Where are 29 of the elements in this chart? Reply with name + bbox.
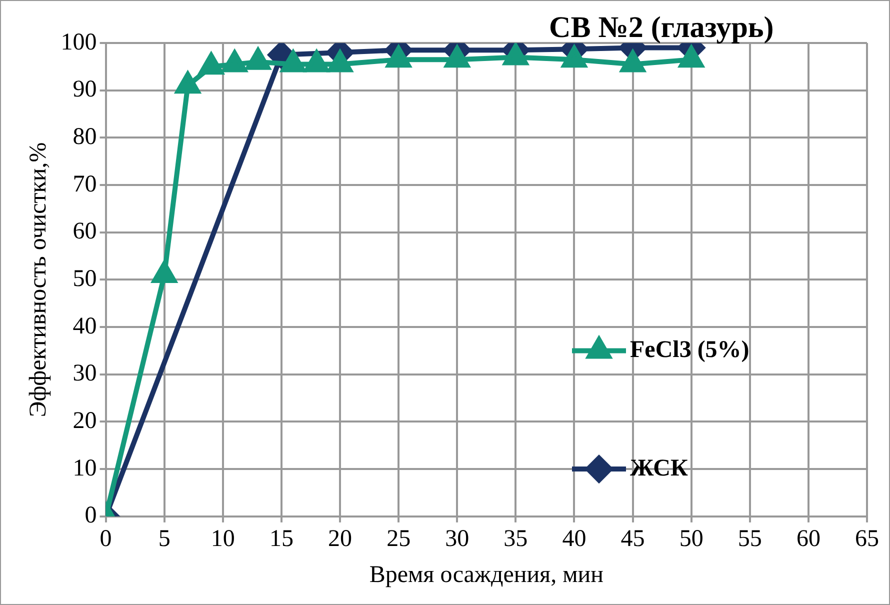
y-tick-label: 20 (72, 408, 97, 434)
x-tick-label: 15 (269, 526, 294, 552)
x-tick-label: 5 (158, 526, 170, 552)
x-axis-title: Время осаждения, мин (369, 562, 604, 588)
y-tick-label: 70 (72, 171, 97, 198)
y-tick-label: 30 (72, 360, 97, 387)
y-tick-label: 100 (60, 29, 97, 56)
y-tick-label: 10 (72, 455, 97, 482)
y-tick-label: 40 (72, 313, 97, 340)
x-tick-label: 40 (562, 526, 586, 552)
x-tick-label: 10 (210, 526, 235, 552)
y-tick-label: 80 (72, 124, 97, 150)
x-tick-label: 20 (328, 526, 352, 552)
x-tick-label: 30 (445, 526, 470, 552)
y-tick-label: 0 (84, 502, 97, 529)
x-tick-label: 35 (504, 526, 528, 552)
x-tick-label: 50 (679, 526, 704, 552)
y-tick-label: 60 (72, 218, 97, 245)
legend-label: ЖСК (630, 455, 688, 482)
x-tick-label: 45 (620, 526, 645, 552)
x-tick-label: 25 (386, 526, 411, 552)
x-tick-label: 65 (855, 526, 879, 552)
x-tick-label: 60 (796, 526, 820, 552)
y-tick-label: 90 (72, 76, 97, 103)
legend-label: FeCl3 (5%) (630, 336, 750, 363)
y-axis-title: Эффективность очистки,% (26, 142, 52, 418)
y-tick-label: 50 (72, 266, 97, 292)
chart-title: СВ №2 (глазурь) (549, 10, 774, 44)
x-tick-label: 55 (738, 526, 762, 552)
